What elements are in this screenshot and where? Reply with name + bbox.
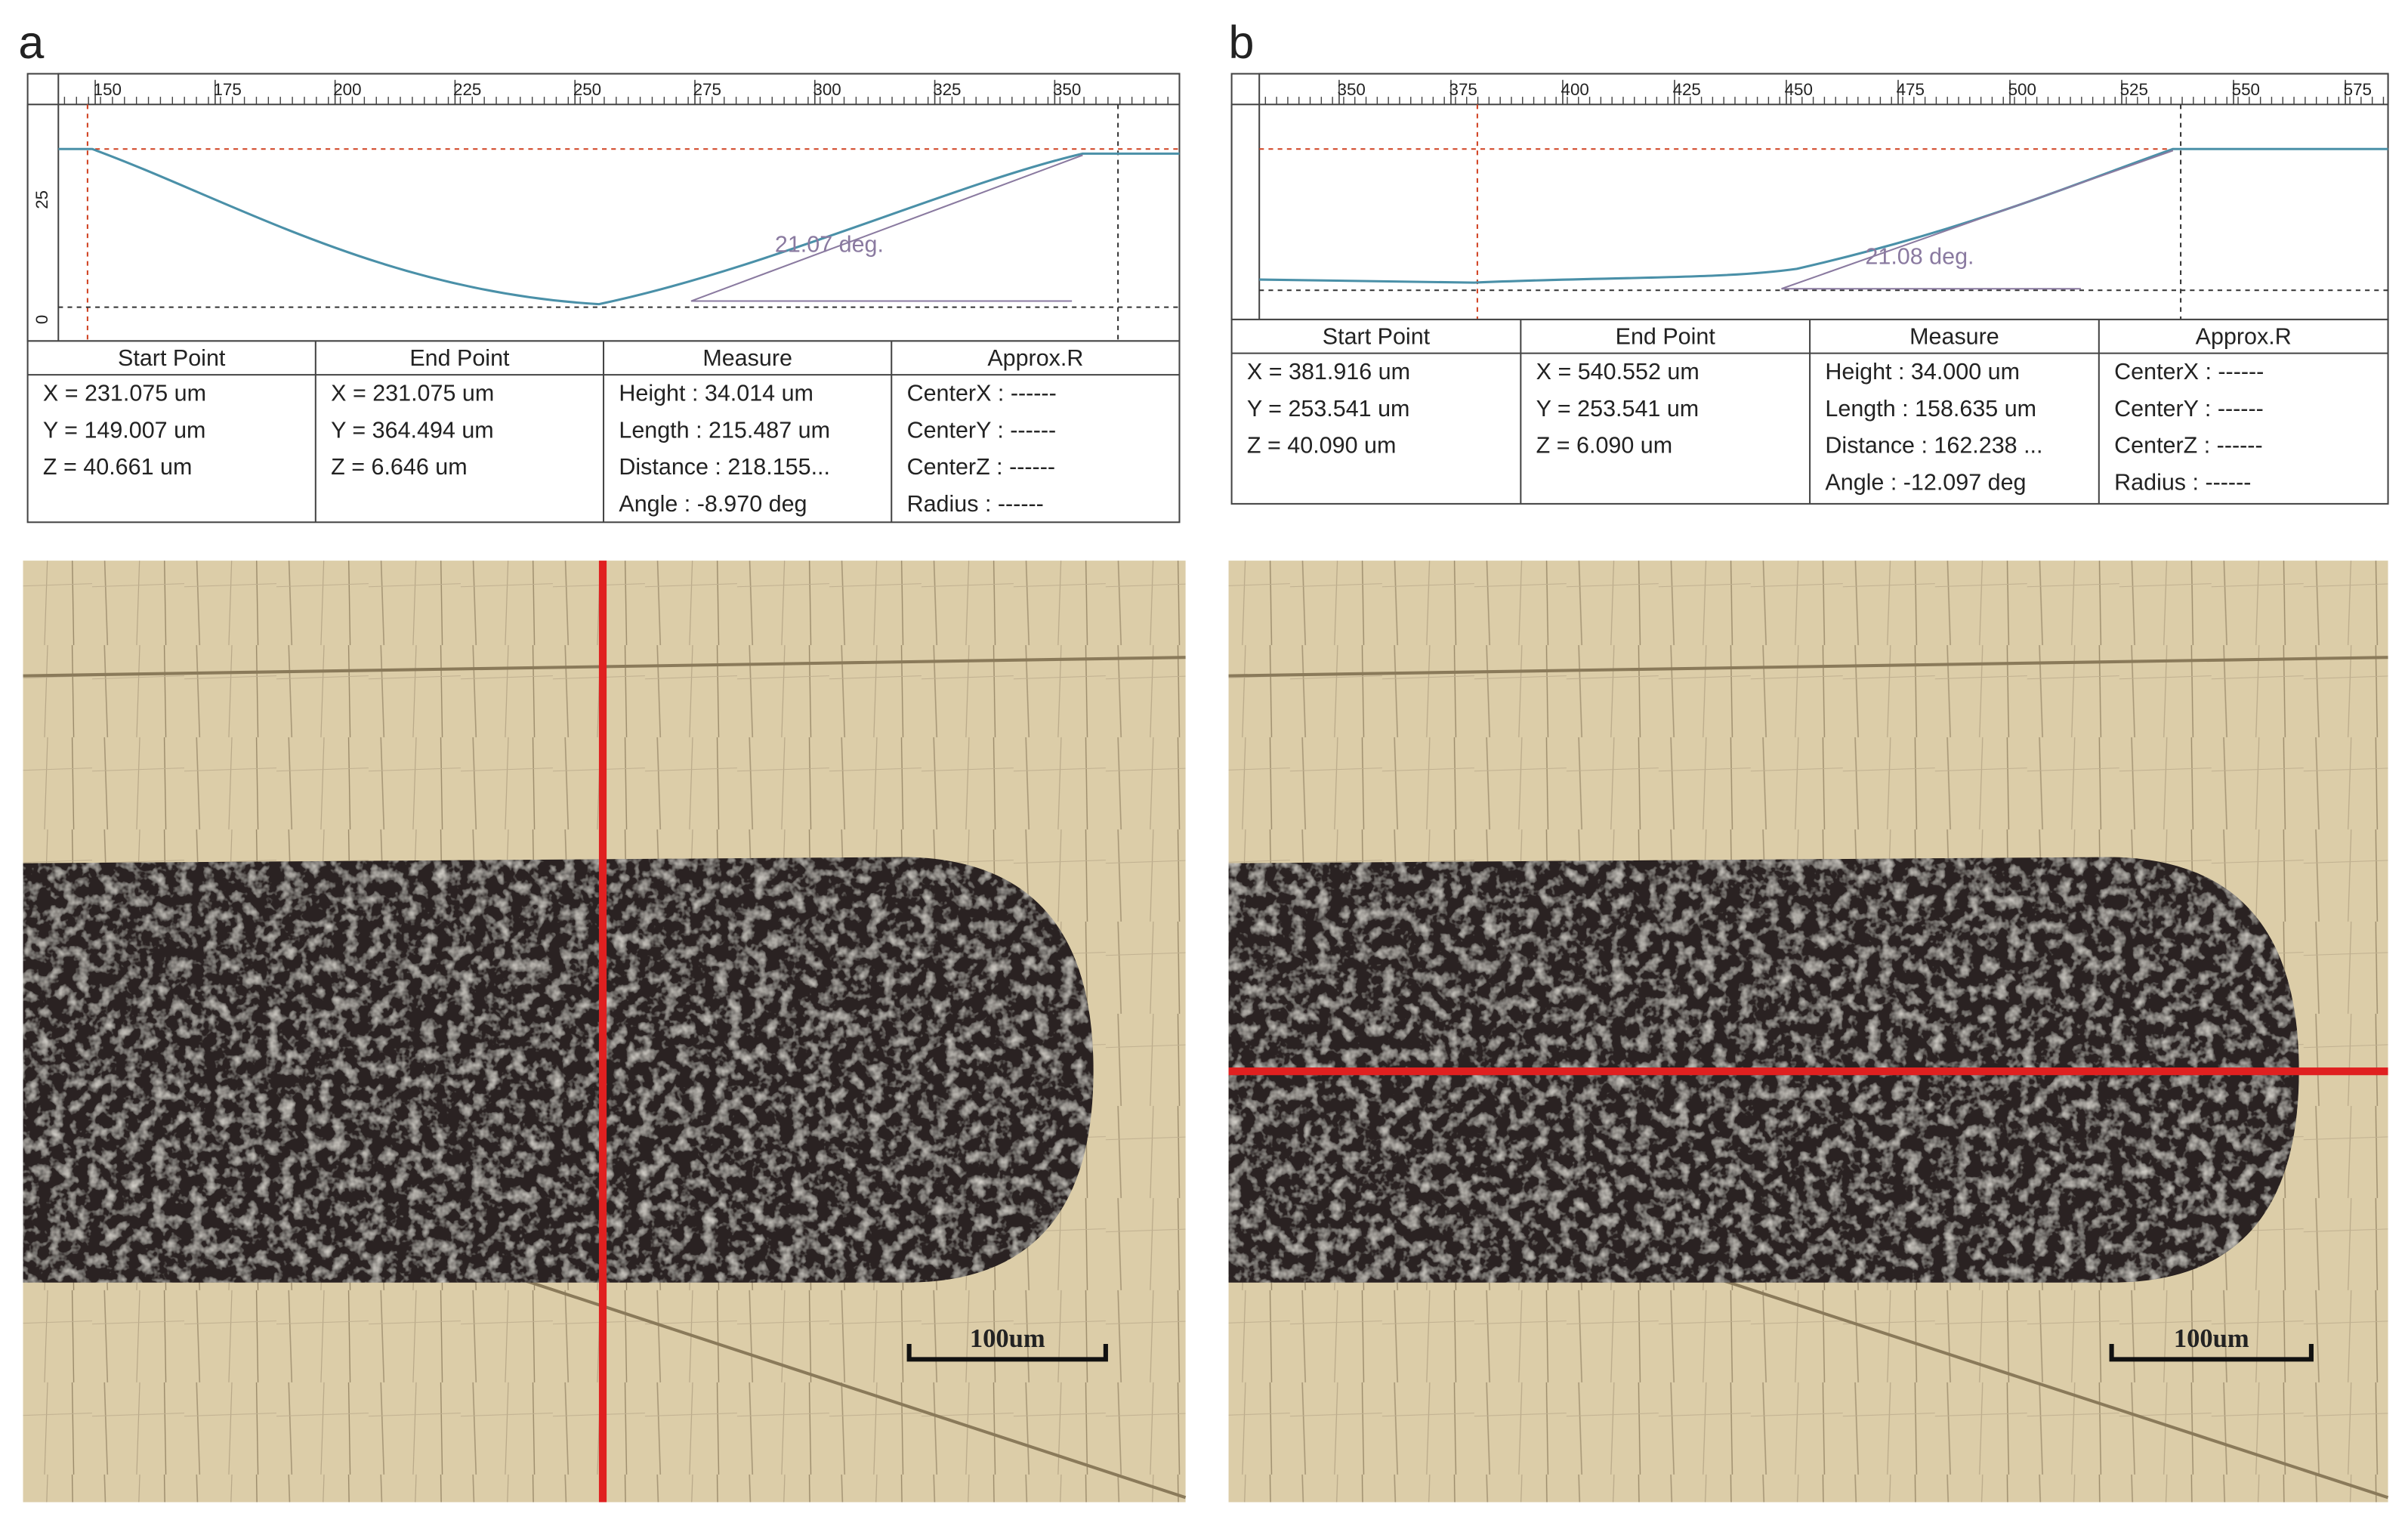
- ruler-y-label: 25: [32, 190, 51, 209]
- micrograph-a: [23, 561, 1187, 1503]
- table-cell: CenterX : ------: [2114, 359, 2264, 385]
- ruler-label: 400: [1561, 80, 1589, 99]
- table-header: Measure: [1909, 323, 1999, 349]
- table-cell: Radius : ------: [907, 491, 1044, 517]
- table-header: End Point: [1616, 323, 1716, 349]
- ruler-label: 275: [693, 80, 721, 99]
- table-header: End Point: [409, 345, 510, 371]
- table-cell: Z = 40.090 um: [1247, 433, 1396, 459]
- ruler-label: 550: [2232, 80, 2260, 99]
- table-cell: X = 540.552 um: [1536, 359, 1699, 385]
- ruler-label: 500: [2008, 80, 2036, 99]
- panel-label: b: [1229, 17, 1255, 68]
- ruler-label: 150: [94, 80, 122, 99]
- scale-bar: [2109, 1344, 2314, 1362]
- table-header: Approx.R: [2196, 323, 2292, 349]
- micrograph-b: [1228, 561, 2389, 1503]
- table-cell: CenterY : ------: [907, 417, 1057, 443]
- table-cell: Y = 149.007 um: [43, 417, 206, 443]
- ruler-y-label: 0: [32, 315, 51, 324]
- table-cell: Angle : -8.970 deg: [619, 491, 807, 517]
- ruler-label: 475: [1897, 80, 1925, 99]
- table-cell: X = 231.075 um: [331, 381, 494, 406]
- ruler-label: 350: [1053, 80, 1081, 99]
- table-header: Approx.R: [987, 345, 1083, 371]
- ruler-label: 225: [453, 80, 481, 99]
- ruler-label: 175: [213, 80, 241, 99]
- table-cell: X = 381.916 um: [1247, 359, 1410, 385]
- table-cell: CenterZ : ------: [2114, 433, 2262, 459]
- table-cell: Length : 158.635 um: [1825, 396, 2036, 422]
- table-header: Start Point: [1323, 323, 1431, 349]
- scale-bar-label: 100um: [2174, 1324, 2249, 1353]
- ruler-label: 200: [333, 80, 361, 99]
- table-cell: Distance : 218.155...: [619, 454, 830, 480]
- panel-label: a: [18, 17, 44, 68]
- table-cell: Angle : -12.097 deg: [1825, 470, 2026, 496]
- table-cell: Height : 34.000 um: [1825, 359, 2020, 385]
- profile-b: [1230, 73, 2389, 320]
- ruler-label: 350: [1338, 80, 1366, 99]
- table-cell: Height : 34.014 um: [619, 381, 813, 406]
- table-cell: CenterX : ------: [907, 381, 1057, 406]
- table-cell: Y = 253.541 um: [1536, 396, 1699, 422]
- table-cell: Z = 6.090 um: [1536, 433, 1672, 459]
- ruler-label: 250: [573, 80, 601, 99]
- table-cell: Length : 215.487 um: [619, 417, 830, 443]
- scale-bar: [906, 1344, 1108, 1362]
- table-cell: Z = 6.646 um: [331, 454, 467, 480]
- profile-a: [26, 73, 1181, 342]
- scale-bar-label: 100um: [970, 1324, 1045, 1353]
- table-cell: Radius : ------: [2114, 470, 2251, 496]
- table-cell: CenterZ : ------: [907, 454, 1055, 480]
- ruler-label: 425: [1673, 80, 1701, 99]
- ruler-label: 300: [813, 80, 841, 99]
- table-cell: Distance : 162.238 ...: [1825, 433, 2042, 459]
- table-cell: X = 231.075 um: [43, 381, 206, 406]
- table-cell: Y = 253.541 um: [1247, 396, 1410, 422]
- table-cell: Z = 40.661 um: [43, 454, 192, 480]
- table-cell: Y = 364.494 um: [331, 417, 494, 443]
- ruler-label: 575: [2344, 80, 2372, 99]
- table-header: Measure: [702, 345, 792, 371]
- ruler-label: 450: [1785, 80, 1813, 99]
- ruler-label: 325: [933, 80, 961, 99]
- angle-label: 21.07 deg.: [775, 231, 884, 257]
- table-header: Start Point: [118, 345, 226, 371]
- ruler-label: 375: [1449, 80, 1477, 99]
- table-cell: CenterY : ------: [2114, 396, 2264, 422]
- angle-label: 21.08 deg.: [1865, 244, 1974, 270]
- ruler-label: 525: [2120, 80, 2148, 99]
